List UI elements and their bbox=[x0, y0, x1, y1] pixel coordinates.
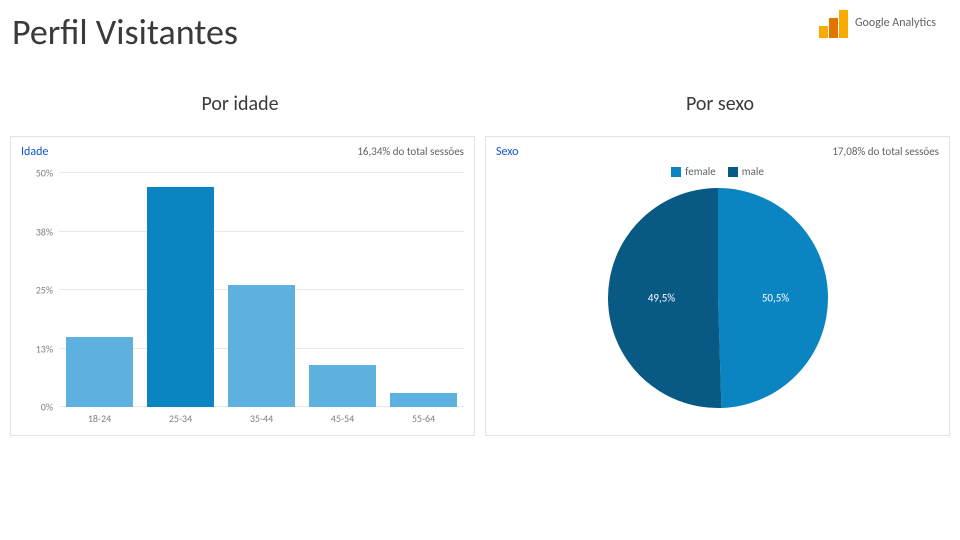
bar bbox=[228, 285, 294, 407]
bar bbox=[390, 393, 456, 407]
legend-swatch bbox=[728, 167, 738, 177]
age-sessions-text: 16,34% do total sessões bbox=[357, 145, 464, 158]
legend-label: male bbox=[742, 165, 764, 178]
legend-label: female bbox=[685, 165, 716, 178]
pie-slice-label: 50,5% bbox=[762, 291, 789, 304]
y-axis-label: 38% bbox=[19, 225, 53, 238]
pie-legend: female male bbox=[486, 165, 949, 180]
sex-sessions-text: 17,08% do total sessões bbox=[832, 145, 939, 158]
analytics-bars-icon bbox=[819, 8, 849, 38]
page-title: Perfil Visitantes bbox=[12, 10, 238, 54]
y-axis-label: 50% bbox=[19, 167, 53, 180]
legend-item: female bbox=[671, 165, 716, 178]
y-axis-label: 13% bbox=[19, 342, 53, 355]
age-bar-chart: 0%13%25%38%50% 18-2425-3435-4445-5455-64 bbox=[59, 173, 464, 407]
y-axis-label: 25% bbox=[19, 284, 53, 297]
sex-panel: Sexo 17,08% do total sessões female male … bbox=[485, 136, 950, 436]
sex-panel-header: Sexo 17,08% do total sessões bbox=[496, 145, 939, 159]
y-axis-label: 0% bbox=[19, 401, 53, 414]
bar-slot: 55-64 bbox=[383, 173, 464, 407]
sex-pie-chart: 49,5% 50,5% bbox=[608, 188, 828, 408]
bar-slot: 45-54 bbox=[302, 173, 383, 407]
bar-slot: 35-44 bbox=[221, 173, 302, 407]
bar bbox=[147, 187, 213, 407]
age-subtitle: Por idade bbox=[0, 92, 480, 116]
legend-swatch bbox=[671, 167, 681, 177]
logo-analytics-text: Analytics bbox=[892, 16, 936, 30]
x-axis-label: 25-34 bbox=[140, 412, 221, 425]
age-panel: Idade 16,34% do total sessões 0%13%25%38… bbox=[10, 136, 475, 436]
pie-slice-label: 49,5% bbox=[648, 291, 675, 304]
x-axis-label: 55-64 bbox=[383, 412, 464, 425]
x-axis-label: 35-44 bbox=[221, 412, 302, 425]
age-panel-header: Idade 16,34% do total sessões bbox=[21, 145, 464, 159]
logo-google-text: Google bbox=[855, 16, 890, 30]
age-panel-title[interactable]: Idade bbox=[21, 145, 48, 159]
google-analytics-logo: Google Analytics bbox=[819, 8, 936, 38]
chart-panels: Idade 16,34% do total sessões 0%13%25%38… bbox=[10, 136, 950, 436]
pie-wrap: female male 49,5% 50,5% bbox=[486, 163, 949, 427]
bar bbox=[309, 365, 375, 407]
sex-subtitle: Por sexo bbox=[480, 92, 960, 116]
bar-slot: 25-34 bbox=[140, 173, 221, 407]
bar bbox=[66, 337, 132, 407]
legend-item: male bbox=[728, 165, 764, 178]
section-subtitles: Por idade Por sexo bbox=[0, 92, 960, 116]
sex-panel-title[interactable]: Sexo bbox=[496, 145, 519, 159]
x-axis-label: 45-54 bbox=[302, 412, 383, 425]
x-axis-label: 18-24 bbox=[59, 412, 140, 425]
bar-slot: 18-24 bbox=[59, 173, 140, 407]
